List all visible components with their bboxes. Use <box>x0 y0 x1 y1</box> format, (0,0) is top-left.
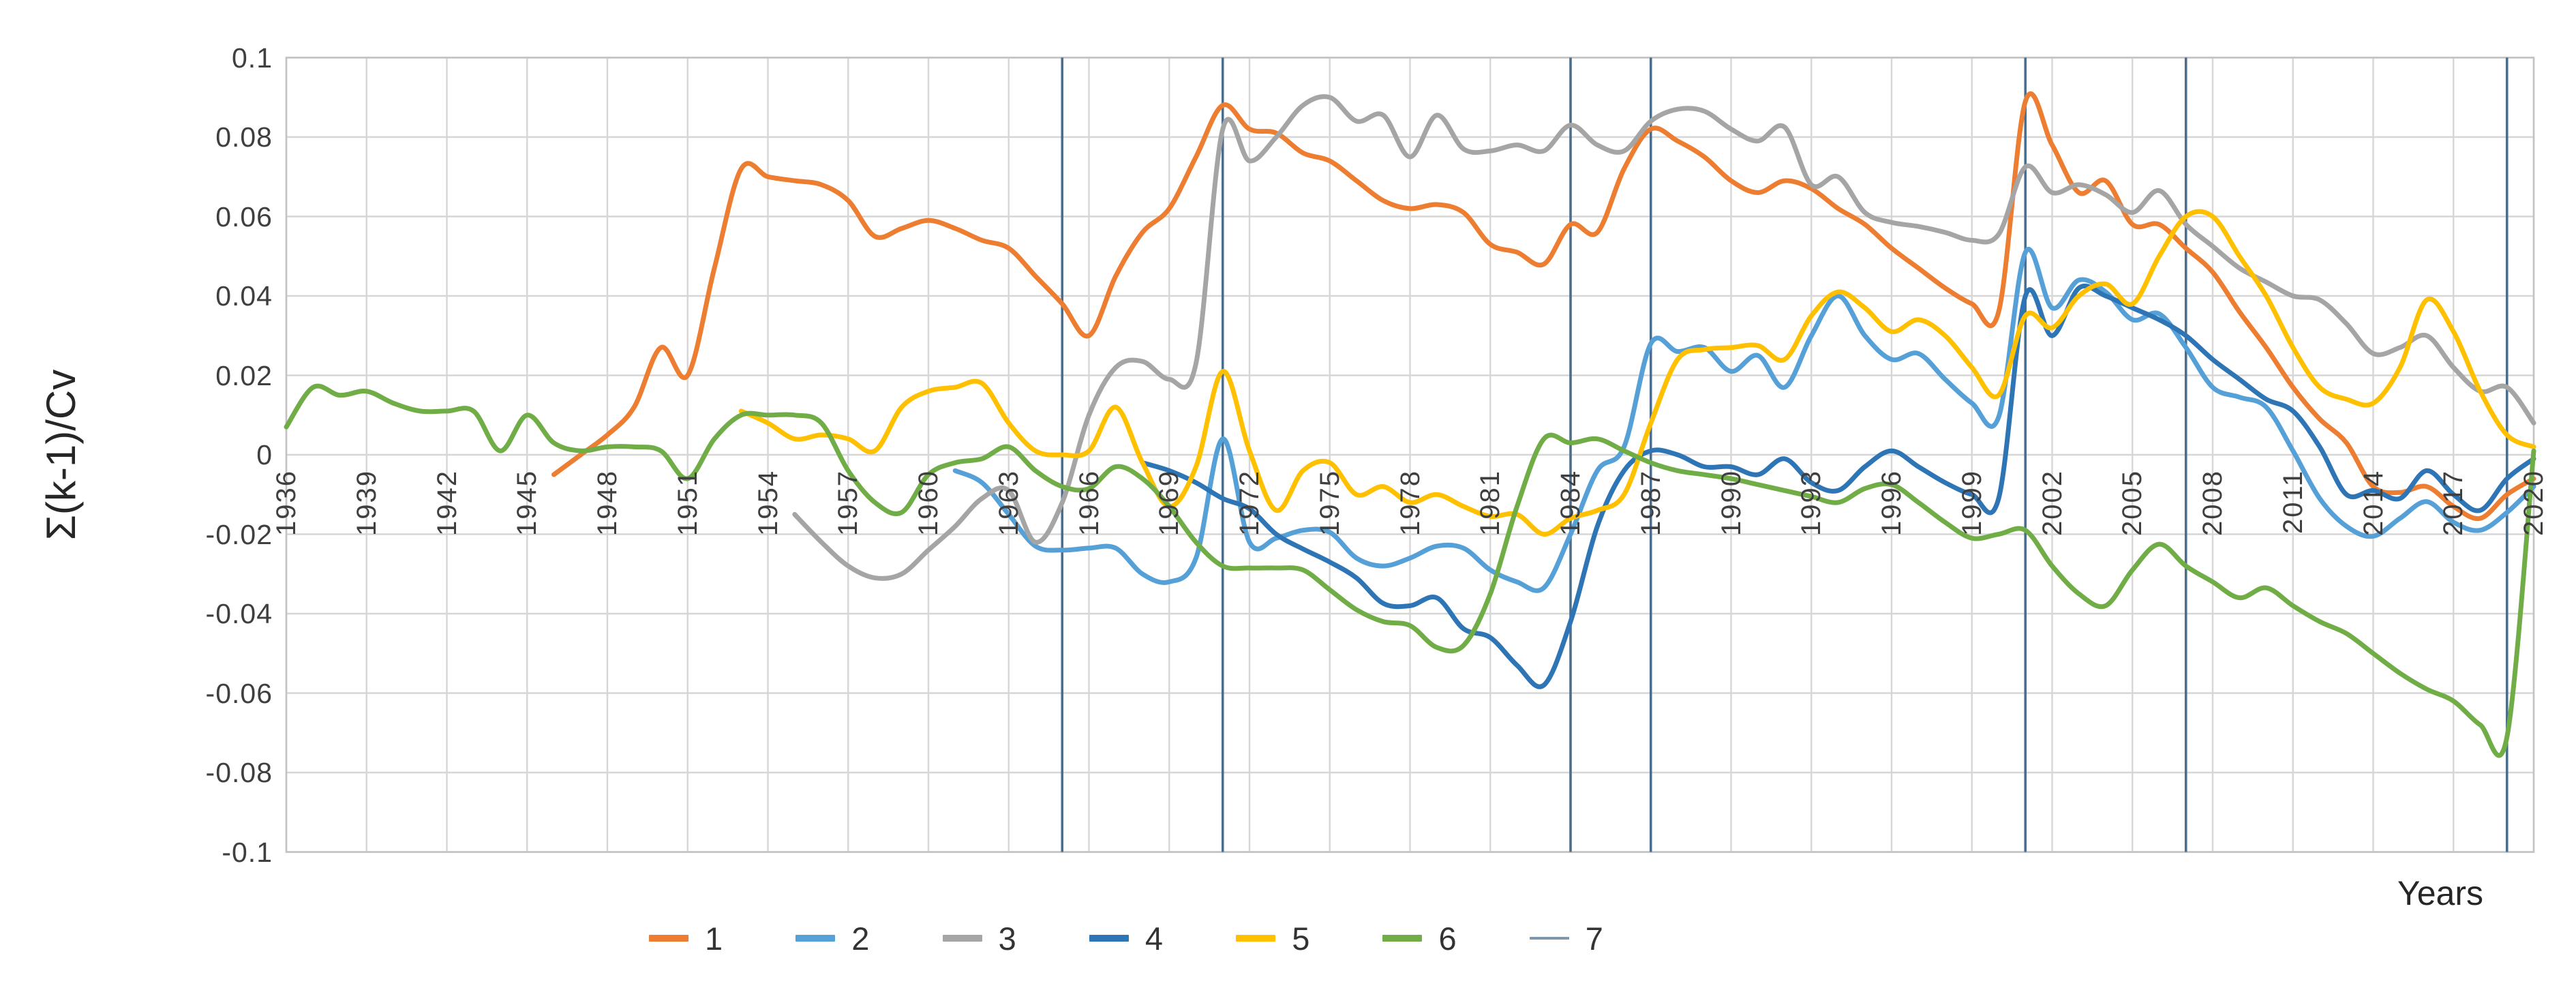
legend-swatch-4 <box>1089 935 1129 942</box>
legend-swatch-6 <box>1382 935 1423 942</box>
series-line-6 <box>284 383 2536 758</box>
legend-label-4: 4 <box>1145 920 1164 957</box>
x-tick-label-1957: 1957 <box>833 470 864 536</box>
y-tick-label--0.1: -0.1 <box>222 836 273 868</box>
x-tick-label-1939: 1939 <box>351 470 382 536</box>
x-axis-title: Years <box>2397 874 2484 912</box>
y-tick-label-0: 0 <box>256 439 273 470</box>
x-tick-label-2008: 2008 <box>2198 470 2228 536</box>
x-tick-label-1945: 1945 <box>512 470 543 536</box>
legend-label-2: 2 <box>851 920 870 957</box>
legend-item-1: 1 <box>649 920 723 957</box>
x-tick-label-1951: 1951 <box>672 470 703 536</box>
legend-label-1: 1 <box>705 920 723 957</box>
legend-label-6: 6 <box>1438 920 1457 957</box>
legend-swatch-3 <box>942 935 982 942</box>
series-line-4 <box>1140 283 2536 689</box>
legend-swatch-7 <box>1529 937 1569 940</box>
y-tick-label--0.08: -0.08 <box>205 757 273 788</box>
legend-item-4: 4 <box>1089 920 1163 957</box>
series-line-2 <box>952 247 2536 593</box>
x-tick-label-2020: 2020 <box>2519 470 2549 536</box>
legend-item-3: 3 <box>942 920 1016 957</box>
x-tick-label-2011: 2011 <box>2277 470 2308 535</box>
y-axis-title: Σ(k-1)/Cv <box>38 369 84 541</box>
x-tick-label-2002: 2002 <box>2037 470 2067 536</box>
x-tick-label-1981: 1981 <box>1475 470 1506 536</box>
chart-legend: 1 2 3 4 5 6 7 <box>649 916 1603 960</box>
x-tick-label-2017: 2017 <box>2438 470 2469 536</box>
x-tick-label-1990: 1990 <box>1716 470 1746 536</box>
y-tick-label-0.08: 0.08 <box>215 121 273 153</box>
legend-item-7: 7 <box>1529 920 1603 957</box>
x-tick-label-1984: 1984 <box>1556 470 1586 536</box>
y-tick-label--0.02: -0.02 <box>205 518 273 550</box>
legend-label-7: 7 <box>1585 920 1603 957</box>
x-tick-label-1948: 1948 <box>592 470 622 536</box>
x-tick-label-1936: 1936 <box>271 470 301 536</box>
x-tick-label-1966: 1966 <box>1074 470 1104 536</box>
x-tick-label-1978: 1978 <box>1395 470 1425 536</box>
y-tick-label--0.04: -0.04 <box>205 598 273 629</box>
series-line-1 <box>551 91 2536 522</box>
y-tick-label-0.04: 0.04 <box>215 280 273 312</box>
x-tick-label-1969: 1969 <box>1154 470 1185 536</box>
x-tick-label-1963: 1963 <box>993 470 1024 536</box>
x-tick-label-1993: 1993 <box>1796 470 1827 536</box>
x-tick-label-1942: 1942 <box>431 470 462 536</box>
x-tick-label-2005: 2005 <box>2117 470 2148 536</box>
series-line-3 <box>792 94 2536 581</box>
legend-item-5: 5 <box>1236 920 1309 957</box>
y-tick-label-0.02: 0.02 <box>215 359 273 391</box>
legend-item-6: 6 <box>1382 920 1457 957</box>
x-tick-label-1999: 1999 <box>1956 470 1987 536</box>
x-tick-label-1975: 1975 <box>1314 470 1345 536</box>
y-tick-label--0.06: -0.06 <box>205 677 273 709</box>
y-tick-label-0.06: 0.06 <box>215 200 273 233</box>
x-tick-label-1987: 1987 <box>1635 470 1666 536</box>
legend-swatch-2 <box>795 935 836 942</box>
legend-label-5: 5 <box>1292 920 1310 957</box>
x-tick-label-1954: 1954 <box>753 470 783 536</box>
legend-item-2: 2 <box>795 920 869 957</box>
x-tick-label-1960: 1960 <box>913 470 943 536</box>
x-tick-label-1972: 1972 <box>1234 470 1264 536</box>
legend-swatch-5 <box>1236 935 1276 942</box>
x-tick-label-1996: 1996 <box>1877 470 1907 536</box>
legend-swatch-1 <box>649 935 688 942</box>
legend-label-3: 3 <box>998 920 1016 957</box>
series-line-5 <box>738 209 2536 537</box>
x-tick-label-2014: 2014 <box>2358 470 2389 536</box>
y-tick-label-0.1: 0.1 <box>232 42 273 74</box>
